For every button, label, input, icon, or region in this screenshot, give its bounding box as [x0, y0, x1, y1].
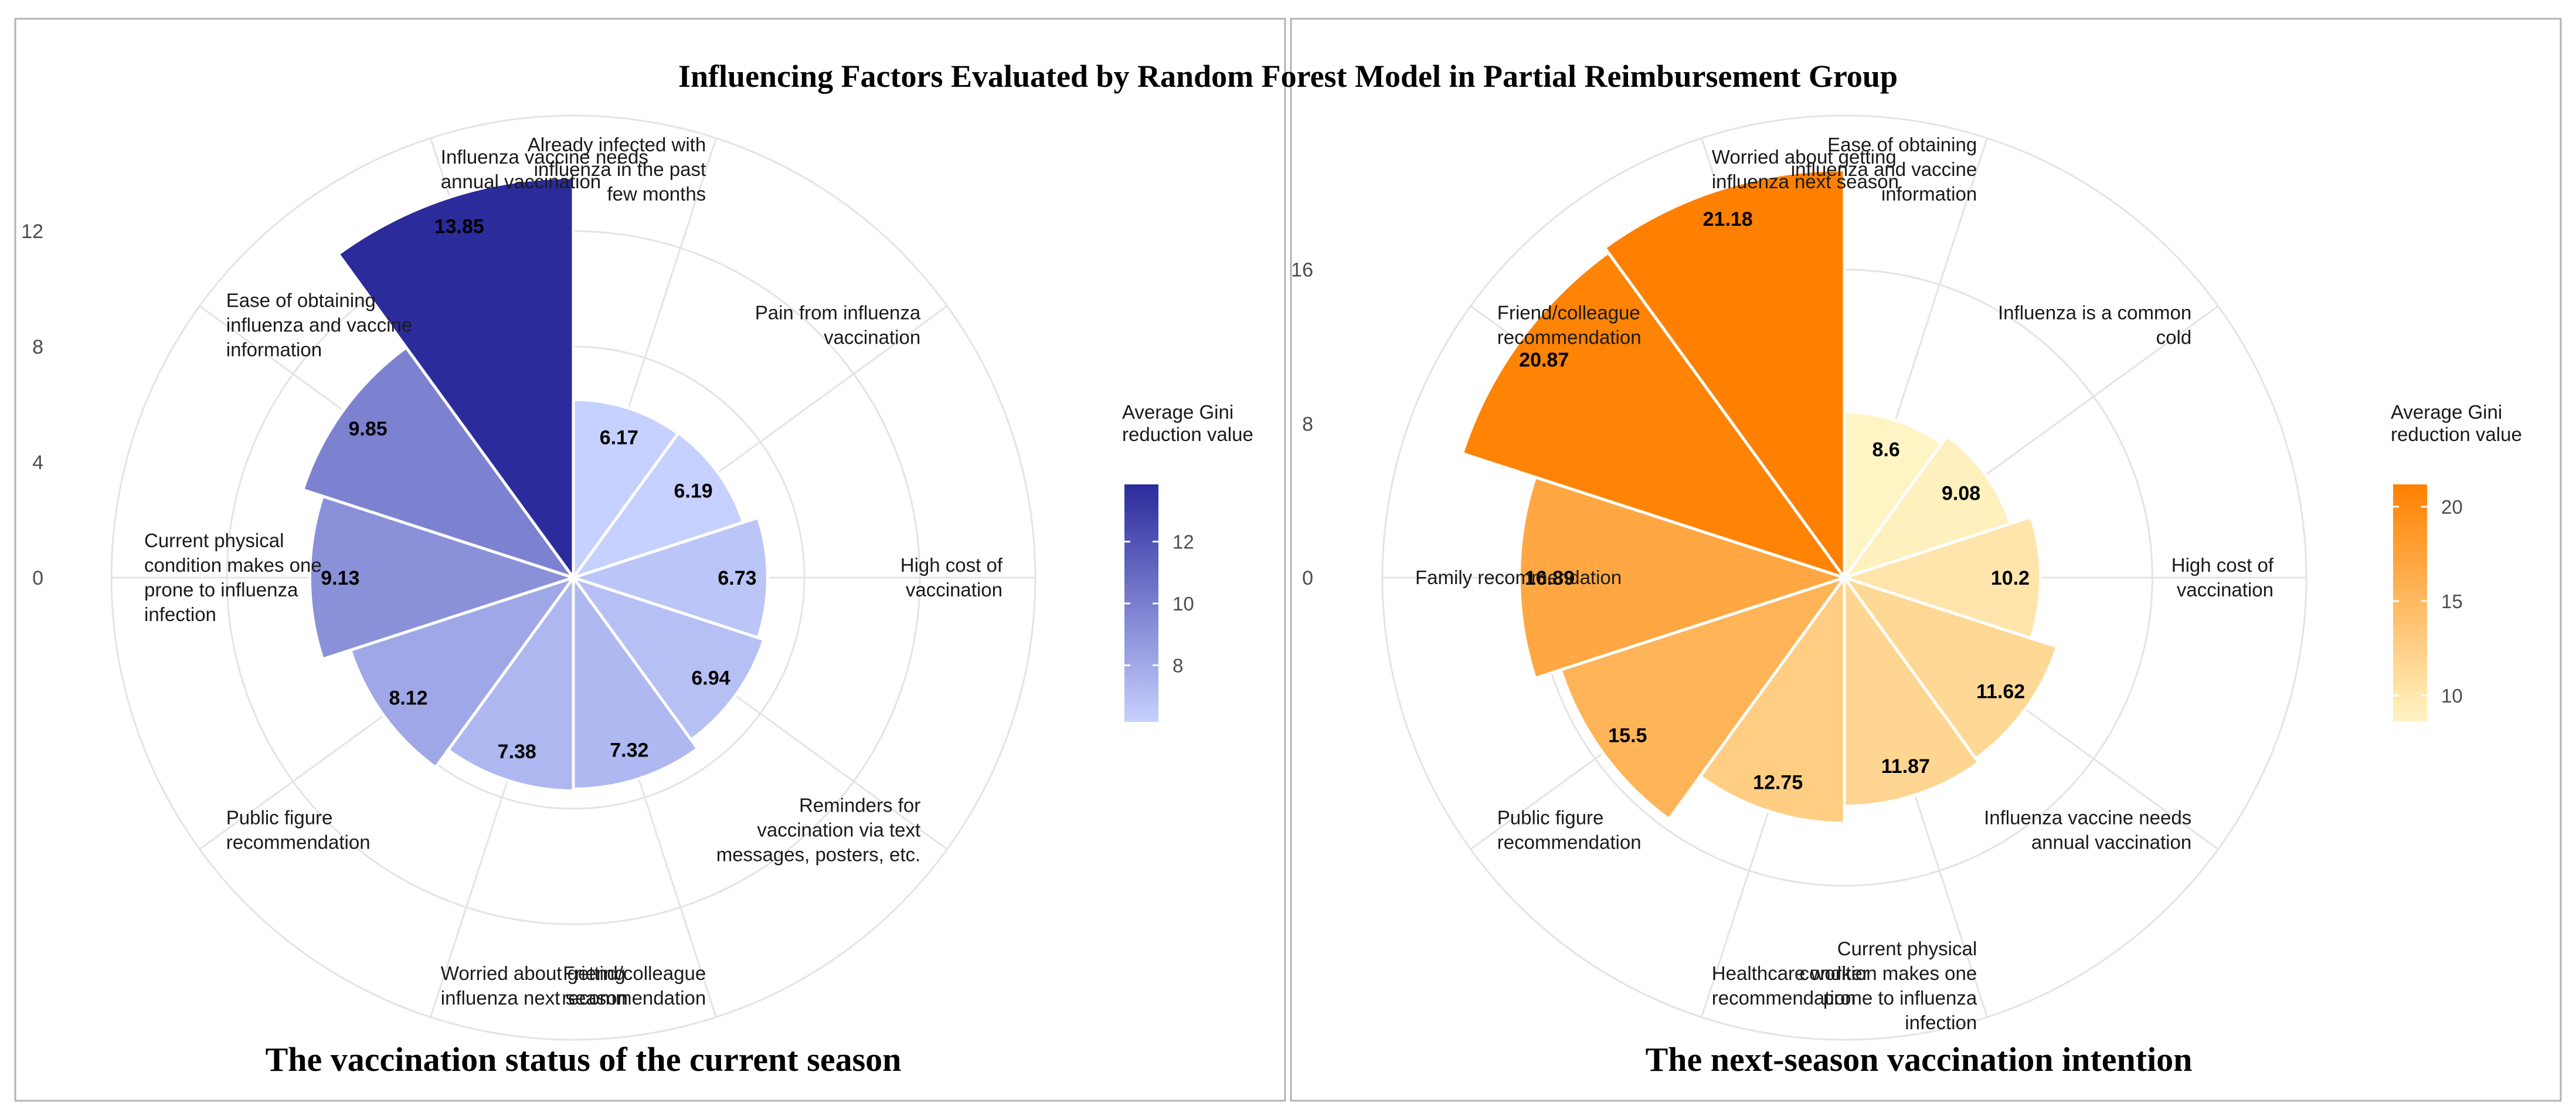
legend-tick-label: 10 — [1173, 593, 1194, 615]
category-label: Friend/colleague recommendation — [1497, 302, 1642, 348]
legend-tick-label: 15 — [2441, 591, 2463, 612]
category-label: Pain from influenza vaccination — [755, 302, 921, 348]
bar-wedge — [1840, 434, 2013, 581]
category-label: Friend/colleague recommendation — [562, 962, 706, 1009]
bar-value-label: 16.89 — [1525, 567, 1575, 589]
bar-wedge — [569, 575, 766, 742]
bar-wedge — [1843, 411, 1944, 582]
category-label: Healthcare worker recommendation — [1712, 962, 1869, 1009]
radial-tick-label: 12 — [21, 221, 43, 243]
bar-value-label: 11.87 — [1881, 755, 1930, 778]
legend-tick-label: 8 — [1173, 654, 1183, 676]
polar-chart-current-season: 0 4 8 12 6.17 6.19 6.73 6.94 7.32 7.38 8.12 9.13 9.8… — [21, 114, 1253, 1041]
category-label: Ease of obtaining influenza and vaccine in… — [1791, 134, 1977, 205]
category-label: Public figure recommendation — [1497, 806, 1642, 853]
category-label: Reminders for vaccination via text message… — [716, 794, 920, 865]
category-label: Influenza vaccine needs annual vaccinatio… — [1984, 806, 2191, 853]
legend-title: Average Gini reduction value — [1122, 401, 1253, 445]
bar-wedge — [1698, 573, 1846, 825]
category-label: Current physical condition makes one prone… — [144, 530, 322, 625]
bar-value-label: 10.2 — [1991, 567, 2030, 589]
bar-wedge — [569, 430, 746, 581]
polar-chart-next-season: 0 8 16 8.6 9.08 10.2 11.62 11.87 12.75 15.5 16.89 2… — [1291, 114, 2522, 1041]
bar-wedge — [572, 398, 681, 582]
radial-tick-label: 8 — [32, 336, 43, 358]
bar-value-label: 8.6 — [1872, 439, 1900, 461]
bar-wedge — [1460, 250, 1848, 581]
bar-value-label: 6.19 — [674, 480, 712, 502]
color-legend: Average Gini reduction value 10 15 20 — [2391, 401, 2522, 722]
category-label: High cost of vaccination — [900, 554, 1003, 601]
bar-value-label: 9.85 — [349, 418, 388, 440]
bar-wedge — [446, 573, 575, 792]
bar-value-label: 12.75 — [1753, 772, 1803, 794]
panel-right-border — [1290, 18, 2562, 1102]
bar-wedge — [301, 345, 577, 581]
bar-value-label: 9.08 — [1942, 482, 1980, 504]
category-label: Worried about getting influenza next seas… — [441, 962, 628, 1009]
bar-wedge — [1840, 575, 2060, 761]
bar-value-label: 6.17 — [600, 426, 638, 449]
bar-value-label: 20.87 — [1519, 349, 1569, 371]
bar-wedge — [572, 573, 700, 791]
category-label: Influenza vaccine needs annual vaccinatio… — [441, 146, 648, 192]
legend-tick-label: 20 — [2441, 496, 2463, 518]
bar-wedge — [336, 176, 575, 582]
radial-tick-label: 0 — [32, 567, 43, 589]
bar-value-label: 7.38 — [498, 741, 536, 763]
category-label: High cost of vaccination — [2171, 554, 2274, 601]
color-legend: Average Gini reduction value 8 10 12 — [1122, 401, 1253, 722]
category-label: Ease of obtaining influenza and vaccine in… — [226, 290, 412, 361]
legend-tick-label: 10 — [2441, 685, 2463, 707]
bar-wedge — [1558, 575, 1848, 822]
bar-wedge — [1839, 515, 2043, 640]
chart-subtitle-next-season: The next-season vaccination intention — [1646, 1040, 2193, 1078]
category-label: Already infected with influenza in the pa… — [528, 134, 706, 205]
bar-value-label: 11.62 — [1976, 681, 2025, 703]
bar-value-label: 9.13 — [321, 567, 359, 589]
radial-tick-label: 4 — [32, 452, 43, 474]
radial-tick-label: 8 — [1302, 413, 1313, 435]
bar-value-label: 21.18 — [1703, 208, 1753, 230]
bar-value-label: 15.5 — [1608, 725, 1647, 747]
legend-tick-label: 12 — [1173, 531, 1194, 553]
panel-left-border — [14, 18, 1286, 1102]
bar-wedge — [1517, 475, 1850, 680]
legend-colorbar — [2393, 484, 2427, 722]
bar-wedge — [308, 494, 579, 662]
radial-tick-label: 16 — [1291, 259, 1313, 281]
bar-value-label: 6.94 — [691, 667, 730, 689]
category-label: Influenza is a common cold — [1998, 302, 2191, 348]
legend-title: Average Gini reduction value — [2391, 401, 2522, 445]
radial-tick-label: 0 — [1302, 567, 1313, 589]
main-title: Influencing Factors Evaluated by Random … — [678, 59, 1898, 94]
category-label: Public figure recommendation — [226, 806, 371, 853]
bar-wedge — [1602, 168, 1846, 582]
bar-wedge — [348, 575, 577, 770]
category-label: Family recommendation — [1415, 567, 1622, 588]
bar-value-label: 7.32 — [610, 739, 648, 761]
bar-wedge — [568, 515, 769, 640]
chart-subtitle-current-season: The vaccination status of the current se… — [266, 1040, 902, 1078]
category-label: Current physical condition makes one prone… — [1799, 938, 1977, 1033]
bar-wedge — [1843, 573, 1981, 808]
category-label: Worried about getting influenza next seas… — [1712, 146, 1899, 192]
bar-value-label: 8.12 — [389, 687, 427, 709]
bar-value-label: 13.85 — [434, 216, 484, 238]
bar-value-label: 6.73 — [718, 567, 756, 589]
